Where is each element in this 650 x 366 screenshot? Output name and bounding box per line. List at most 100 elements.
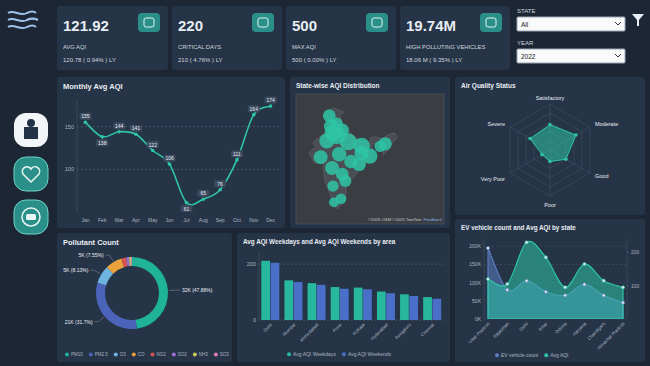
y-axis <box>484 239 485 319</box>
legend-swatch <box>544 353 548 357</box>
tick-label: Apr <box>132 217 140 223</box>
dropdown-chevron <box>615 54 621 57</box>
bubble <box>336 123 349 136</box>
tick-label: 200 <box>247 261 256 267</box>
bubble <box>339 175 351 187</box>
bar <box>377 292 386 320</box>
axis-label: Very Poor <box>481 176 505 182</box>
data-label-bg <box>214 180 226 187</box>
y2-axis <box>627 239 628 319</box>
tick-label: 100 <box>631 283 640 289</box>
legend-swatch <box>172 352 176 356</box>
dashboard: 121.92AVG AQI120.78 ( 0.94% ) LY220CRITI… <box>0 0 650 366</box>
plot-area <box>486 241 624 319</box>
line <box>85 106 270 205</box>
data-label-bg <box>79 113 91 120</box>
tick-label: 150 <box>65 124 74 130</box>
tick-label: 200K <box>469 243 481 249</box>
point <box>117 130 121 134</box>
legend-label: PM2.5 <box>95 352 109 357</box>
tick-label: Chandigarh <box>586 321 606 341</box>
bar <box>354 288 363 320</box>
kpi-icon-glyph <box>144 18 154 27</box>
kpi-icon-glyph <box>372 18 382 27</box>
kpi-card <box>286 6 396 70</box>
nav-button-bg[interactable] <box>14 157 48 191</box>
map-link[interactable]: Feedback <box>424 217 443 222</box>
legend-label: SO3 <box>220 352 230 357</box>
nav-icon <box>26 214 36 220</box>
kpi-icon <box>366 13 388 32</box>
legend-swatch <box>495 353 499 357</box>
y-axis <box>77 101 78 212</box>
leader-line <box>106 255 114 261</box>
tick-label: Delhi <box>518 321 529 332</box>
kpi-icon-glyph <box>258 18 268 27</box>
area <box>488 241 623 319</box>
data-label: 21K (31.7%) <box>65 319 93 325</box>
filter-dropdown[interactable] <box>517 17 625 31</box>
point <box>185 201 189 205</box>
legend-swatch <box>65 352 69 356</box>
chart-panel <box>290 77 450 228</box>
nav-button-bg[interactable] <box>14 113 48 147</box>
point <box>84 121 88 125</box>
data-label-bg <box>231 150 243 157</box>
legend-label: PM10 <box>71 352 83 357</box>
data-label: 106 <box>165 155 174 161</box>
nav-button[interactable] <box>14 157 48 191</box>
legend-label: NO2 <box>157 352 167 357</box>
bar <box>261 261 270 320</box>
data-label: 138 <box>98 140 107 146</box>
map-frame <box>296 94 444 224</box>
leader-line <box>90 270 100 274</box>
point <box>528 137 532 141</box>
filter-label: STATE <box>517 8 535 14</box>
bar <box>423 297 432 320</box>
filter-dropdown[interactable] <box>517 49 625 63</box>
chart-panel <box>237 233 450 362</box>
data-label: 122 <box>149 142 158 148</box>
point <box>506 282 509 285</box>
legend-swatch <box>114 352 118 356</box>
point <box>621 301 624 304</box>
map-land <box>309 108 398 209</box>
data-label-bg <box>180 205 192 212</box>
nav-button-bg[interactable] <box>14 200 48 234</box>
tick-label: Odisha <box>554 321 568 335</box>
tick-label: Himachal Pradesh <box>596 321 626 351</box>
map-attribution: ©2025 OSM ©2025 TomTom <box>368 217 422 222</box>
tick-label: Bihar <box>538 321 549 332</box>
chart-title: Air Quality Status <box>461 82 516 90</box>
nav-icon <box>22 167 39 182</box>
tick-label: Haryana <box>572 321 588 337</box>
bubble <box>344 155 357 168</box>
bubble <box>374 141 385 152</box>
kpi-label: MAX AQI <box>292 44 316 50</box>
axis-label: Moderate <box>595 121 618 127</box>
data-label-bg <box>265 97 277 104</box>
bar <box>294 282 303 320</box>
legend-swatch <box>151 352 155 356</box>
kpi-value: 19.74M <box>406 17 456 34</box>
logo <box>8 12 38 29</box>
tick-label: Mumbai <box>282 322 297 337</box>
data-label: 155 <box>81 113 90 119</box>
chart-panel <box>57 233 232 362</box>
data-label: 65 <box>200 190 206 196</box>
point <box>544 256 547 259</box>
bubble <box>319 133 334 148</box>
nav-button[interactable] <box>14 113 48 147</box>
axis-label: Severe <box>488 121 505 127</box>
bar <box>271 263 280 320</box>
kpi-card <box>172 6 282 70</box>
filter-icon[interactable] <box>632 14 644 26</box>
nav-icon <box>22 208 40 226</box>
point <box>252 113 256 117</box>
data-label: 61 <box>184 206 190 212</box>
bar <box>308 283 317 320</box>
tick-label: Aug <box>199 217 208 223</box>
nav-button[interactable] <box>14 200 48 234</box>
kpi-last-year: 210 ( 4.76% ) LY <box>178 57 223 63</box>
legend-swatch <box>342 352 346 356</box>
